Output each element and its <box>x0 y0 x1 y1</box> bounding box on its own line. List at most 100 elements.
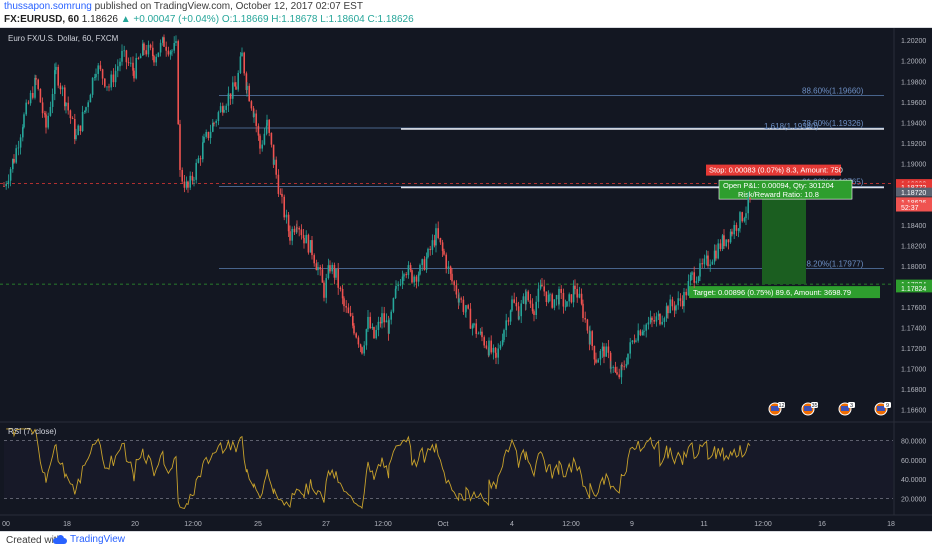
candle-body <box>443 250 445 255</box>
candle-body <box>27 102 30 104</box>
candle-body <box>499 344 502 349</box>
price-chart[interactable]: 88.60%(1.19660)78.60%(1.19326)61.80%(1.1… <box>0 28 932 531</box>
candle-body <box>248 85 250 102</box>
candle-body <box>669 299 671 314</box>
candle-body <box>497 348 499 358</box>
candle-body <box>439 237 442 243</box>
fib-retracement[interactable]: 88.60%(1.19660)78.60%(1.19326)61.80%(1.1… <box>219 87 884 269</box>
candle-body <box>687 280 690 296</box>
candle-body <box>483 337 485 346</box>
candle-body <box>296 227 298 229</box>
candle-body <box>449 266 452 274</box>
time-tick-label: 12:00 <box>754 521 772 528</box>
candle-body <box>597 359 599 363</box>
candle-body <box>121 50 123 62</box>
candle-body <box>392 298 395 312</box>
event-flag-icon[interactable]: 12 <box>768 402 785 416</box>
candle-body <box>275 159 277 175</box>
time-axis[interactable]: 00 18 20 12:00 25 27 12:00 Oct 4 12:00 9 11 12:00 16 1… <box>2 521 895 528</box>
candle-body <box>367 316 369 330</box>
price-axis[interactable]: 1.20200 1.20000 1.19800 1.19600 1.19400 1.192… <box>896 38 932 504</box>
event-flag-band <box>771 406 779 411</box>
target-label[interactable]: Target: 0.00896 (0.75%) 89.6, Amount: 36… <box>693 288 851 297</box>
candle-body <box>305 234 307 244</box>
candle-body <box>677 298 679 306</box>
candle-body <box>653 320 655 322</box>
candle-body <box>719 243 722 249</box>
event-flag-icon[interactable]: 3 <box>838 402 855 416</box>
candle-body <box>173 42 175 51</box>
candle-body <box>458 298 460 303</box>
candle-body <box>295 227 298 233</box>
tradingview-cloud-icon <box>53 535 67 544</box>
tradingview-link[interactable]: TradingView <box>53 534 125 545</box>
candle-body <box>399 284 402 286</box>
candle-body <box>125 50 128 63</box>
candle-body <box>232 82 234 99</box>
candle-body <box>209 131 212 139</box>
candle-body <box>349 313 352 316</box>
candle-body <box>518 316 520 320</box>
candle-body <box>739 212 741 229</box>
candle-body <box>525 291 527 305</box>
candle-body <box>135 57 137 79</box>
candle-body <box>61 87 64 90</box>
candle-body <box>99 65 102 70</box>
candle-body <box>479 331 482 334</box>
fib-level-label: 88.60%(1.19660) <box>802 87 864 96</box>
rr-label[interactable]: Risk/Reward Ratio: 10.8 <box>738 190 819 199</box>
candle-body <box>157 52 160 57</box>
candle-body <box>501 339 504 345</box>
ohlc-values: O:1.18669 H:1.18678 L:1.18604 C:1.18626 <box>221 14 414 25</box>
candle-body <box>568 294 570 302</box>
price-badge <box>896 182 932 192</box>
candle-body <box>55 66 57 71</box>
candle-body <box>353 325 355 334</box>
candle-body <box>715 250 717 259</box>
candle-body <box>429 248 431 250</box>
time-tick-label: 12:00 <box>184 521 202 528</box>
candle-body <box>703 258 706 265</box>
event-flag-icon[interactable]: 35 <box>801 402 818 416</box>
candle-body <box>163 37 165 47</box>
price-tick-label: 1.17200 <box>901 346 926 353</box>
candle-body <box>551 294 553 308</box>
event-count-box <box>848 402 855 408</box>
event-flag-icon[interactable]: 9 <box>874 402 891 416</box>
candle-body <box>281 193 283 197</box>
symbol-quote: FX:EURUSD, 60 1.18626 ▲ +0.00047 (+0.04%… <box>4 14 414 25</box>
candle-body <box>612 367 614 368</box>
candle-body <box>277 174 280 194</box>
candle-body <box>515 302 518 307</box>
candle-body <box>337 268 339 288</box>
candle-body <box>12 158 14 170</box>
price-tick-label: 1.16600 <box>901 408 926 415</box>
footer: Created with TradingView <box>0 531 932 550</box>
candle-body <box>488 340 490 356</box>
candle-body <box>35 77 37 80</box>
candle-body <box>469 308 472 329</box>
position-tool[interactable]: Stop: 0.00083 (0.07%) 8.3, Amount: 750 Op… <box>0 164 893 299</box>
candle-body <box>197 158 200 163</box>
candle-body <box>631 340 634 343</box>
candle-body <box>283 196 285 218</box>
candle-body <box>32 92 34 98</box>
candle-body <box>65 102 67 107</box>
pnl-label[interactable]: Open P&L: 0.00094, Qty: 301204 <box>723 181 834 190</box>
candle-body <box>189 175 191 188</box>
candle-body <box>403 274 405 277</box>
price-badge <box>896 197 932 207</box>
candle-body <box>132 62 134 71</box>
candle-body <box>593 345 596 360</box>
candle-body <box>149 44 152 48</box>
candle-body <box>347 307 350 314</box>
chart-labels: Euro FX/U.S. Dollar, 60, FXCM RSI (7, clo… <box>8 34 891 436</box>
candle-body <box>219 106 222 113</box>
candle-body <box>576 289 578 298</box>
candle-body <box>411 270 413 283</box>
chart-area[interactable]: 88.60%(1.19660)78.60%(1.19326)61.80%(1.1… <box>0 28 932 531</box>
chart-title: Euro FX/U.S. Dollar, 60, FXCM <box>8 34 119 43</box>
author-link[interactable]: thussapon.somrung <box>4 1 92 12</box>
stop-label[interactable]: Stop: 0.00083 (0.07%) 8.3, Amount: 750 <box>709 166 843 175</box>
candle-body <box>566 301 568 307</box>
